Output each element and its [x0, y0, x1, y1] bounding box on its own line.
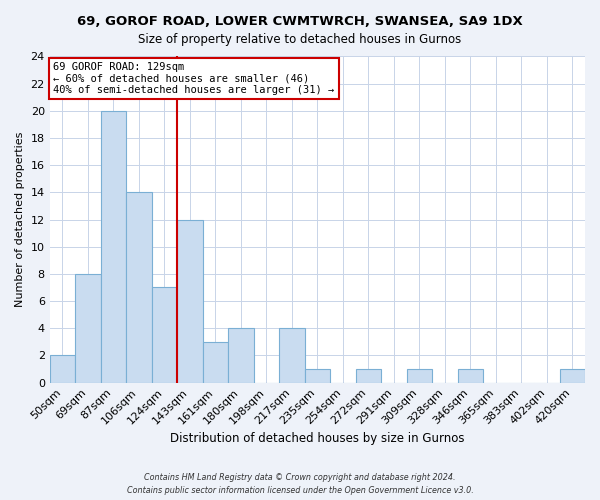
Bar: [75, 274, 101, 382]
Bar: [126, 192, 152, 382]
Text: 69 GOROF ROAD: 129sqm
← 60% of detached houses are smaller (46)
40% of semi-deta: 69 GOROF ROAD: 129sqm ← 60% of detached …: [53, 62, 335, 95]
Bar: [305, 369, 330, 382]
Text: Contains HM Land Registry data © Crown copyright and database right 2024.
Contai: Contains HM Land Registry data © Crown c…: [127, 474, 473, 495]
Y-axis label: Number of detached properties: Number of detached properties: [15, 132, 25, 307]
Bar: [560, 369, 585, 382]
Bar: [356, 369, 381, 382]
Bar: [152, 288, 177, 382]
Bar: [177, 220, 203, 382]
Bar: [203, 342, 228, 382]
Bar: [279, 328, 305, 382]
Text: Size of property relative to detached houses in Gurnos: Size of property relative to detached ho…: [139, 32, 461, 46]
Bar: [458, 369, 483, 382]
Bar: [228, 328, 254, 382]
X-axis label: Distribution of detached houses by size in Gurnos: Distribution of detached houses by size …: [170, 432, 464, 445]
Bar: [101, 111, 126, 382]
Bar: [50, 356, 75, 382]
Text: 69, GOROF ROAD, LOWER CWMTWRCH, SWANSEA, SA9 1DX: 69, GOROF ROAD, LOWER CWMTWRCH, SWANSEA,…: [77, 15, 523, 28]
Bar: [407, 369, 432, 382]
